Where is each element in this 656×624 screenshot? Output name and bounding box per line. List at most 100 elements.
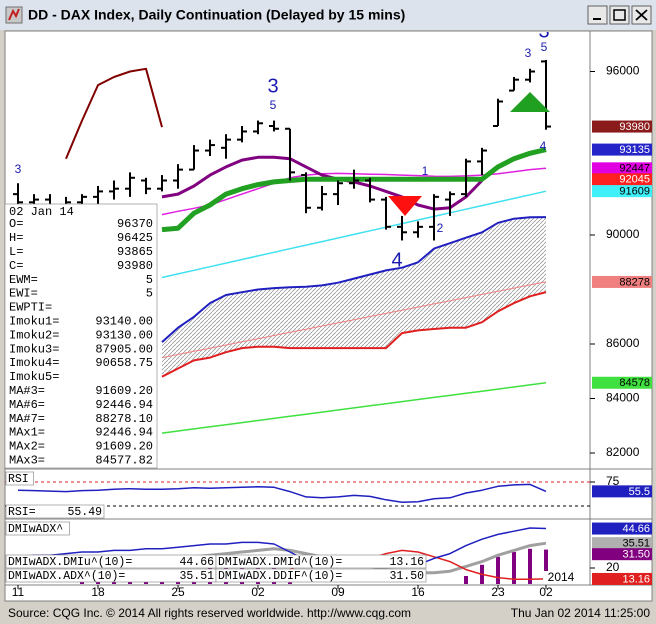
x-tick-label: 09 [331,585,345,599]
readout-label: RSI= [8,506,36,519]
y-tick-label: 84000 [606,391,640,405]
info-box [4,203,158,469]
value-box-label: 92447 [619,163,650,175]
wave-label: 5 [541,40,548,54]
info-value: 84577.82 [95,453,153,467]
value-box [592,548,652,561]
histogram-bar [80,580,84,584]
histogram-bar [496,556,500,584]
x-tick-label: 11 [12,585,25,599]
x-tick-label: 23 [491,585,505,599]
info-label: EWPTI= [9,301,52,315]
value-box [592,522,652,535]
info-value: 96370 [117,217,153,231]
wave-label: 3 [538,20,549,42]
wave-label: 4 [540,139,547,153]
histogram-bar [528,548,532,584]
panel-title-box [5,521,70,536]
histogram-bar [512,552,516,584]
x-tick-label: 02 [539,585,553,599]
value-box-label: 31.50 [622,549,650,561]
info-label: MAx3= [9,453,45,467]
value-box-label: 35.51 [622,538,650,550]
readout-box [5,504,105,519]
info-label: MA#7= [9,412,45,426]
line [17,527,547,568]
readout-label: DMIwADX.DMIu^(10)= [8,556,132,569]
info-label: Imoku5= [9,370,59,384]
info-value: 5 [146,273,153,287]
maximize-button[interactable] [609,5,630,25]
line [161,281,547,359]
title-bar [0,0,656,30]
wave-label: 4 [391,249,402,271]
x-tick-label: 16 [411,585,425,599]
info-value: 93865 [117,245,153,259]
info-value: 88278.10 [95,412,153,426]
value-box-label: 55.5 [629,486,650,498]
info-label: MA#3= [9,384,45,398]
info-label: Imoku3= [9,342,59,356]
readout-label: DMIwADX.DMId^(10)= [218,556,342,569]
minimize-button[interactable] [587,5,608,25]
footer-timestamp: Thu Jan 02 2014 11:25:00 [511,606,651,620]
info-label: MAx2= [9,440,45,454]
wave-label: 3 [267,75,278,97]
line [161,216,547,343]
readout-box [215,554,427,569]
info-value: 91609.20 [95,440,153,454]
y-tick-label: 86000 [606,336,640,350]
readout-value: 55.49 [67,506,102,519]
panel-title: DMIwADX^ [8,523,63,536]
price-panel: 3351243534 [13,20,551,434]
info-label: MAx1= [9,426,45,440]
info-value: 92446.94 [95,398,153,412]
x-tick-label: 02 [251,585,265,599]
info-date: 02 Jan 14 [9,205,74,219]
info-label: L= [9,245,23,259]
close-button[interactable] [631,5,652,25]
info-value: 93130.00 [95,328,153,342]
wave-label: 2 [437,221,444,235]
info-label: Imoku2= [9,328,59,342]
histogram-bar [288,582,292,584]
info-label: EWM= [9,273,38,287]
panel-title: RSI [8,473,29,486]
readout-box [215,568,427,583]
cloud-fill [162,217,546,377]
window-title: DD - DAX Index, Daily Continuation (Dela… [28,7,405,23]
line [161,291,547,378]
app-icon [5,6,23,24]
info-label: H= [9,231,23,245]
sell-signal [388,196,422,216]
info-label: Imoku1= [9,314,59,328]
value-box [592,120,652,133]
info-value: 92446.94 [95,426,153,440]
info-value: 91609.20 [95,384,153,398]
buy-signal [510,92,550,112]
value-box-label: 84578 [619,377,650,389]
value-box-label: 92045 [619,174,650,186]
info-value: 93140.00 [95,314,153,328]
y-tick-label: 82000 [606,445,640,459]
overlay-layer: 96000 90000 86000 84000 82000 93980 93135 92447… [4,64,652,599]
info-value: 93980 [117,259,153,273]
line [161,382,547,434]
wave-label: 3 [15,162,22,176]
info-label: C= [9,259,23,273]
info-value: 5 [146,287,153,301]
readout-value: 35.51 [179,570,214,583]
line [65,67,163,160]
info-label: O= [9,217,23,231]
value-box [592,485,652,498]
year-label-box [543,571,579,584]
x-tick-label: 25 [171,585,185,599]
y-tick-label: 75 [606,474,620,488]
readout-value: 31.50 [389,570,424,583]
footer-source: Source: CQG Inc. © 2014 All rights reser… [8,606,411,620]
value-box-label: 88278 [619,276,650,288]
value-box [592,173,652,186]
year-label: 2014 [548,570,575,584]
y-tick-label: 20 [606,560,620,574]
